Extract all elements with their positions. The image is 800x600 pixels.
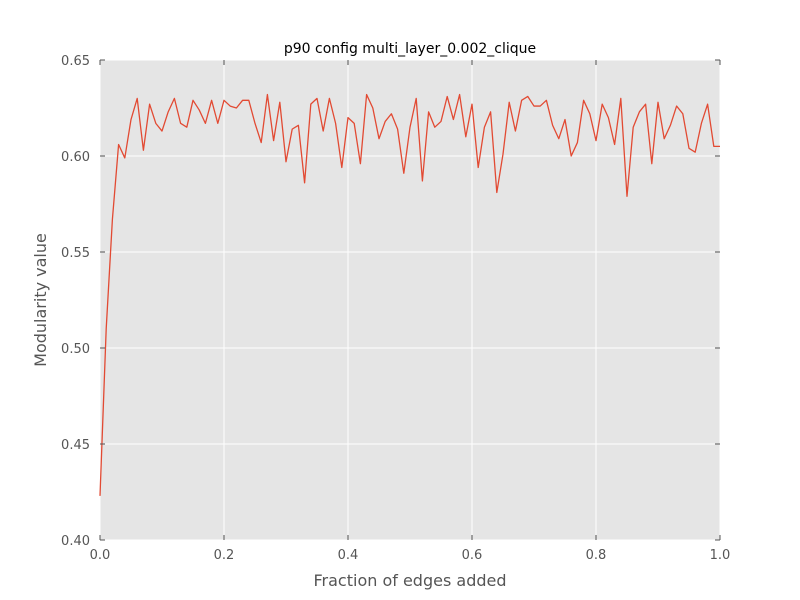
series-layer [99, 93, 720, 496]
y-tick-label: 0.50 [61, 342, 90, 357]
y-tick-label: 0.45 [61, 438, 90, 453]
x-tick-label: 1.0 [710, 548, 731, 563]
x-tick-label: 0.6 [462, 548, 483, 563]
series-line-0 [99, 93, 720, 496]
y-tick-label: 0.40 [61, 534, 90, 549]
x-tick-label: 0.8 [586, 548, 607, 563]
y-tick-label: 0.65 [61, 54, 90, 69]
x-tick-label: 0.0 [90, 548, 111, 563]
plot-background [100, 60, 720, 540]
y-axis-title: Modularity value [31, 233, 50, 367]
x-axis-title: Fraction of edges added [314, 571, 507, 590]
x-tick-label: 0.2 [214, 548, 235, 563]
grid-lines [99, 59, 721, 541]
y-tick-label: 0.55 [61, 246, 90, 261]
x-tick-label: 0.4 [338, 548, 359, 563]
y-tick-label: 0.60 [61, 150, 90, 165]
chart-title: p90 config multi_layer_0.002_clique [284, 41, 536, 57]
axis-ticks: 0.0 0.2 0.4 0.6 0.8 1.0 0.40 0.45 0.50 0.55 0.60 0.… [61, 54, 730, 563]
